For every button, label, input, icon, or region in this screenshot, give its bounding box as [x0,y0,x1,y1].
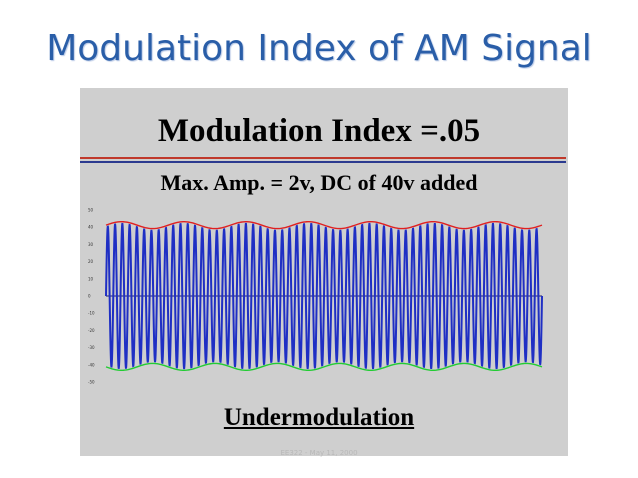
am-waveform-plot: 50 40 30 20 10 0 -10 -20 -30 -40 -50 [88,208,543,385]
title-rule-red [80,157,566,159]
carrier-waveform [105,222,543,370]
y-tick-label: -40 [88,362,95,367]
panel-title: Modulation Index =.05 [157,113,481,149]
y-tick-label: -10 [88,311,95,316]
y-tick-label: -20 [88,328,95,333]
panel-subtitle: Max. Amp. = 2v, DC of 40v added [160,170,478,195]
caption-undermodulation: Undermodulation [223,404,415,431]
y-tick-label: 30 [88,242,94,247]
y-tick-label: 10 [88,276,94,281]
upper-envelope [105,220,543,230]
y-tick-label: -50 [88,380,95,385]
title-rule-blue [80,161,566,163]
slide-title: Modulation Index of AM Signal [46,28,592,69]
y-tick-label: 20 [88,259,94,264]
footer-text: EE322 - May 11, 2000 [280,449,358,457]
y-tick-label: 50 [88,208,94,213]
lower-envelope [105,362,543,372]
y-tick-label: -30 [88,345,95,350]
y-tick-label: 40 [88,225,94,230]
y-tick-label: 0 [88,294,91,299]
y-tick-labels: 50 40 30 20 10 0 -10 -20 -30 -40 -50 [88,208,95,385]
